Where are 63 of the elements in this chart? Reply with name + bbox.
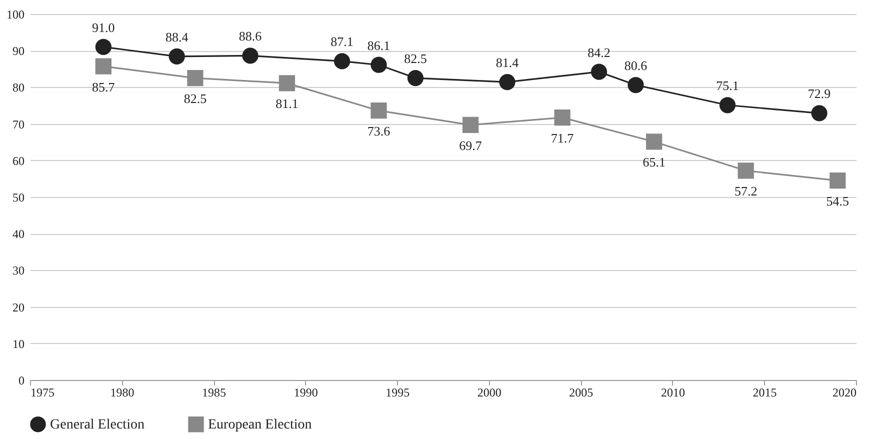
data-label: 69.7 bbox=[459, 138, 482, 153]
x-tick-label: 2005 bbox=[569, 386, 594, 400]
point bbox=[811, 105, 828, 122]
data-label: 82.5 bbox=[404, 51, 427, 66]
point bbox=[242, 48, 258, 64]
data-label: 73.6 bbox=[367, 124, 391, 139]
point bbox=[462, 116, 479, 133]
data-label: 54.5 bbox=[826, 194, 850, 209]
x-tick-label: 1980 bbox=[110, 386, 134, 400]
x-tick-label: 1985 bbox=[202, 386, 226, 400]
x-tick-label: 2015 bbox=[752, 386, 777, 400]
y-tick-label: 100 bbox=[6, 8, 24, 22]
point bbox=[646, 134, 662, 150]
y-tick-label: 40 bbox=[12, 227, 24, 242]
point bbox=[95, 38, 112, 55]
point bbox=[628, 76, 644, 94]
y-tick-label: 30 bbox=[12, 264, 24, 278]
point bbox=[168, 48, 185, 64]
point bbox=[590, 64, 608, 80]
point bbox=[499, 74, 516, 90]
y-tick-label: 80 bbox=[12, 80, 24, 95]
data-label: 72.9 bbox=[808, 86, 831, 102]
x-tick-label: 2010 bbox=[660, 386, 685, 400]
data-label: 75.1 bbox=[716, 78, 739, 94]
x-tick-label: 2000 bbox=[477, 386, 502, 400]
y-tick-label: 20 bbox=[12, 300, 24, 314]
x-tick-label: 2020 bbox=[832, 386, 856, 400]
data-label: 86.1 bbox=[367, 38, 390, 53]
point bbox=[278, 75, 296, 92]
y-tick-label: 0 bbox=[18, 374, 24, 388]
data-label: 82.5 bbox=[184, 91, 207, 106]
data-label: 57.2 bbox=[734, 184, 758, 199]
point bbox=[554, 110, 570, 126]
data-label: 91.0 bbox=[92, 20, 115, 35]
x-tick-label: 1990 bbox=[294, 386, 318, 400]
data-label: 88.6 bbox=[238, 28, 262, 44]
x-tick-label: 1995 bbox=[386, 386, 410, 400]
point bbox=[370, 56, 387, 73]
data-label: 85.7 bbox=[92, 79, 116, 94]
point bbox=[407, 70, 424, 86]
legend-label: General Election bbox=[50, 417, 144, 432]
point bbox=[719, 97, 736, 114]
y-tick-label: 70 bbox=[12, 117, 24, 132]
point bbox=[95, 58, 112, 74]
data-label: 87.1 bbox=[330, 34, 354, 50]
data-label: 81.1 bbox=[276, 96, 298, 112]
y-tick-label: 60 bbox=[12, 154, 24, 168]
data-label: 80.6 bbox=[624, 58, 648, 74]
legend-label: European Election bbox=[208, 417, 312, 432]
point bbox=[370, 102, 387, 119]
data-label: 81.4 bbox=[496, 55, 520, 70]
data-label: 71.7 bbox=[550, 130, 574, 146]
y-tick-label: 10 bbox=[12, 336, 24, 351]
point bbox=[738, 162, 754, 179]
point bbox=[334, 53, 350, 70]
data-label: 88.4 bbox=[165, 29, 189, 44]
data-label: 84.2 bbox=[588, 44, 610, 60]
point bbox=[830, 172, 846, 189]
y-tick-label: 90 bbox=[12, 44, 24, 58]
data-label: 65.1 bbox=[642, 154, 666, 170]
point bbox=[187, 70, 204, 86]
x-tick-label: 1975 bbox=[30, 386, 54, 400]
y-tick-label: 50 bbox=[12, 190, 24, 204]
